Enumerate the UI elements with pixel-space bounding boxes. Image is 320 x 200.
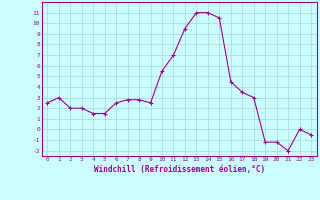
X-axis label: Windchill (Refroidissement éolien,°C): Windchill (Refroidissement éolien,°C) <box>94 165 265 174</box>
